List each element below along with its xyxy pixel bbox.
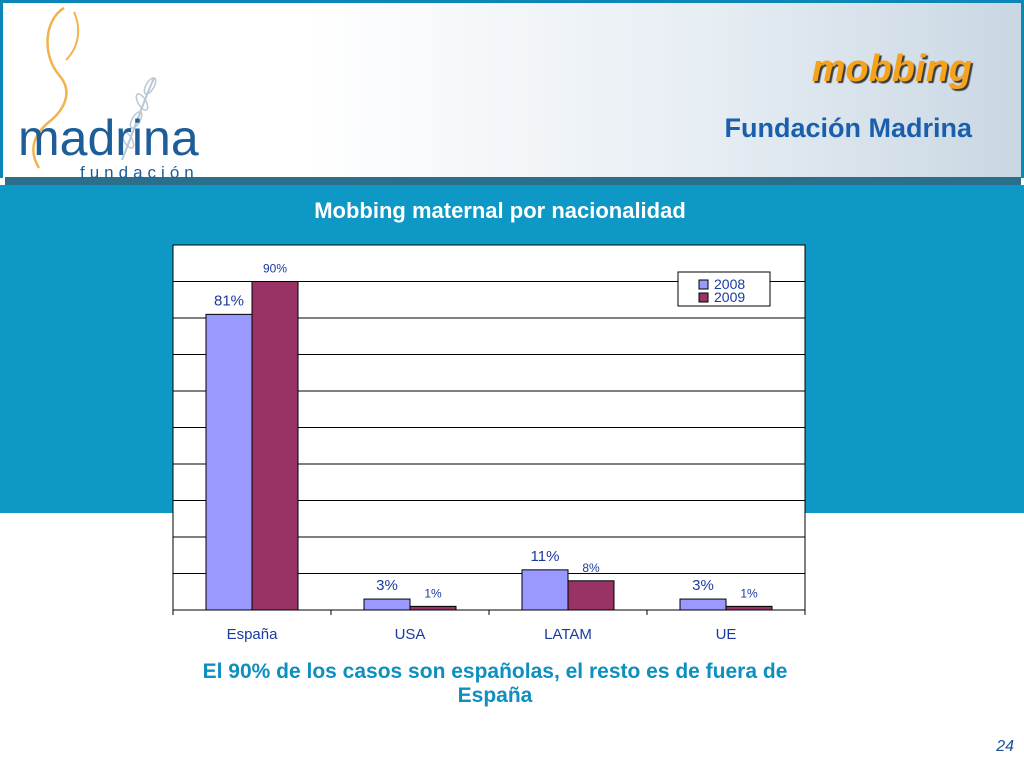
- x-tick-label: UE: [716, 626, 737, 643]
- bar-2009-LATAM: [567, 580, 615, 611]
- bar-2009-UE: [725, 605, 773, 611]
- chart-title: Mobbing maternal por nacionalidad: [314, 198, 686, 223]
- data-label: 8%: [582, 561, 600, 575]
- data-label: 11%: [531, 548, 560, 565]
- logo-tagline: fundación: [80, 163, 199, 182]
- legend-swatch-2009: [698, 292, 709, 303]
- bar-2008-España: [205, 313, 253, 611]
- chart-legend: [677, 271, 771, 307]
- x-tick-label: España: [227, 626, 279, 643]
- page-number: 24: [996, 738, 1014, 755]
- slide-caption: El 90% de los casos son españolas, el re…: [202, 660, 788, 707]
- legend-swatch-2008: [698, 279, 709, 290]
- bar-2008-LATAM: [521, 569, 569, 611]
- slide-subtitle: Fundación Madrina: [724, 113, 972, 143]
- bar-labels: 81% 90% 3% 1% 11% 8% 3% 1%: [214, 262, 758, 601]
- x-axis-ticks: [172, 610, 806, 615]
- logo-wordmark: madrina: [18, 110, 199, 166]
- data-label: 1%: [424, 586, 442, 600]
- header-rule: [5, 177, 1021, 185]
- legend-label-2008: 2008: [714, 276, 745, 292]
- x-tick-label: LATAM: [544, 626, 592, 643]
- legend-label-2009: 2009: [714, 289, 745, 305]
- data-label: 81%: [214, 292, 244, 309]
- data-label: 3%: [376, 577, 398, 594]
- data-label: 3%: [692, 577, 714, 594]
- x-tick-label: USA: [395, 626, 426, 643]
- slide-title: mobbing: [811, 48, 972, 90]
- data-label: 1%: [740, 586, 758, 600]
- data-label: 90%: [263, 262, 287, 276]
- slide-header: [0, 0, 1024, 178]
- bars: [205, 281, 773, 611]
- bar-2009-España: [251, 281, 299, 611]
- x-axis-labels: España USA LATAM UE: [227, 626, 737, 643]
- bar-2009-USA: [409, 605, 457, 611]
- bar-2008-USA: [363, 598, 411, 611]
- madrina-logo: madrina fundación: [4, 0, 214, 190]
- bar-2008-UE: [679, 598, 727, 611]
